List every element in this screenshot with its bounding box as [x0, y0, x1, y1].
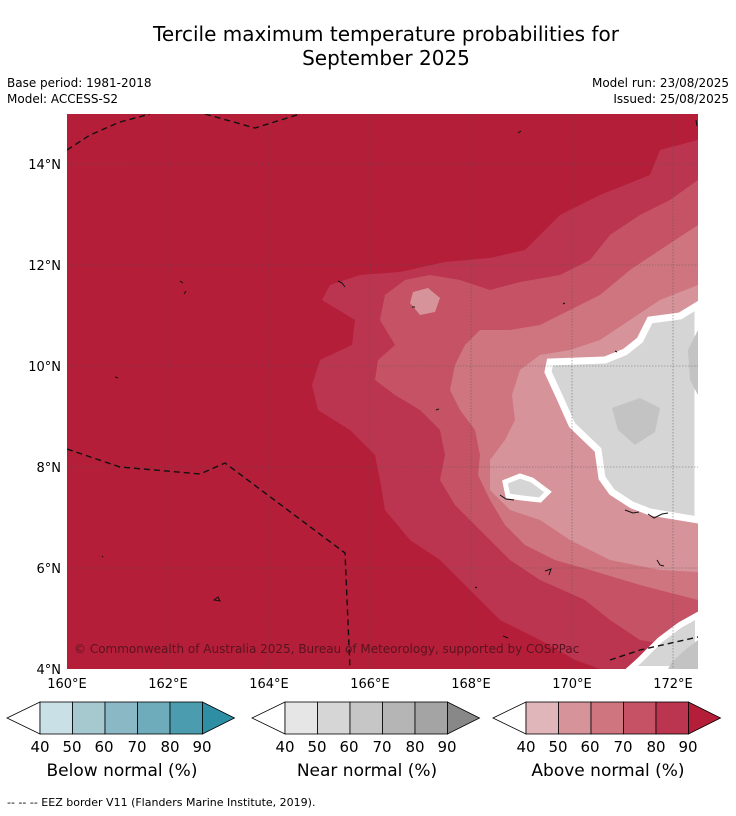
footnote: -- -- -- EEZ border V11 (Flanders Marine… — [7, 796, 316, 809]
tick-label: 60 — [580, 738, 600, 756]
colorbar-segment — [558, 701, 592, 735]
tick-label: 40 — [275, 738, 295, 756]
colorbar-max-extend — [202, 701, 236, 735]
tick-label: 60 — [94, 738, 114, 756]
colorbar-segment — [349, 701, 383, 735]
lon-label: 170°E — [552, 677, 592, 692]
legend-below-normal: 40 50 60 70 80 90 — [6, 698, 238, 760]
tick-label: 90 — [678, 738, 698, 756]
tick-label: 70 — [613, 738, 633, 756]
tick-label: 40 — [516, 738, 536, 756]
tick-label: 50 — [62, 738, 82, 756]
base-period: Base period: 1981-2018 — [7, 76, 152, 90]
colorbar-segment — [137, 701, 171, 735]
colorbar-segment — [104, 701, 138, 735]
lat-label: 4°N — [37, 663, 62, 678]
tick-label: 40 — [30, 738, 50, 756]
colorbar-segment — [39, 701, 73, 735]
colorbar-min-extend — [251, 701, 286, 735]
tick-label: 80 — [646, 738, 666, 756]
lat-label: 14°N — [28, 158, 61, 173]
meta-left: Base period: 1981-2018 Model: ACCESS-S2 — [7, 75, 152, 107]
copyright-text: © Commonwealth of Australia 2025, Bureau… — [74, 642, 579, 656]
lat-label: 12°N — [28, 259, 61, 274]
near-normal-darker — [612, 398, 660, 445]
tick-label: 50 — [307, 738, 327, 756]
legend-above-normal: 40 50 60 70 80 90 — [492, 698, 724, 760]
lat-label: 6°N — [37, 562, 62, 577]
below-normal-colorbar — [6, 701, 236, 735]
lon-label: 162°E — [148, 677, 188, 692]
latitude-labels: 14°N 12°N 10°N 8°N 6°N 4°N — [28, 158, 61, 678]
title-line-2: September 2025 — [302, 46, 470, 70]
colorbar-segment — [382, 701, 416, 735]
above-normal-ticks: 40 50 60 70 80 90 — [492, 738, 724, 760]
lon-label: 164°E — [249, 677, 289, 692]
colorbar-segment — [590, 701, 624, 735]
colorbar-segment — [284, 701, 318, 735]
lon-label: 172°E — [653, 677, 693, 692]
tick-label: 90 — [437, 738, 457, 756]
gridlines — [67, 114, 698, 669]
meta-right: Model run: 23/08/2025 Issued: 25/08/2025 — [592, 75, 729, 107]
issued-date: Issued: 25/08/2025 — [613, 92, 729, 106]
colorbar-min-extend — [492, 701, 527, 735]
below-normal-label: Below normal (%) — [46, 761, 198, 781]
lon-label: 166°E — [350, 677, 390, 692]
tick-label: 80 — [160, 738, 180, 756]
model-name: Model: ACCESS-S2 — [7, 92, 119, 106]
lon-label: 160°E — [47, 677, 87, 692]
tick-label: 80 — [405, 738, 425, 756]
colorbar-segment — [525, 701, 559, 735]
tick-label: 90 — [192, 738, 212, 756]
chart-title: Tercile maximum temperature probabilitie… — [0, 22, 736, 70]
colorbar-segment — [623, 701, 657, 735]
longitude-labels: 160°E 162°E 164°E 166°E 168°E 170°E 172°… — [47, 677, 693, 692]
colorbar-min-extend — [6, 701, 41, 735]
colorbar-segment — [317, 701, 351, 735]
tick-label: 70 — [127, 738, 147, 756]
near-normal-darker-edge — [688, 330, 698, 395]
near-normal-pocket — [502, 473, 552, 503]
colorbar-segment — [414, 701, 448, 735]
title-line-1: Tercile maximum temperature probabilitie… — [153, 22, 619, 46]
above-normal-colorbar — [492, 701, 722, 735]
tick-label: 60 — [339, 738, 359, 756]
lat-label: 10°N — [28, 360, 61, 375]
lon-label: 168°E — [451, 677, 491, 692]
legend-near-normal: 40 50 60 70 80 90 — [251, 698, 483, 760]
near-normal-colorbar — [251, 701, 481, 735]
islands — [101, 119, 698, 639]
colorbar-segment — [655, 701, 689, 735]
colorbar-segment — [72, 701, 106, 735]
below-normal-ticks: 40 50 60 70 80 90 — [6, 738, 238, 760]
map-field — [67, 114, 698, 669]
above-normal-label: Above normal (%) — [531, 761, 685, 781]
eez-borders — [67, 114, 698, 669]
near-normal-southeast-dark — [668, 640, 698, 669]
tick-label: 70 — [372, 738, 392, 756]
colorbar-max-extend — [688, 701, 722, 735]
lat-label: 8°N — [37, 461, 62, 476]
model-run: Model run: 23/08/2025 — [591, 76, 729, 90]
probability-map: © Commonwealth of Australia 2025, Bureau… — [28, 114, 698, 692]
warm-pocket-north — [410, 288, 440, 315]
near-normal-label: Near normal (%) — [296, 761, 438, 781]
colorbar-max-extend — [447, 701, 481, 735]
tick-label: 50 — [548, 738, 568, 756]
near-normal-ticks: 40 50 60 70 80 90 — [251, 738, 483, 760]
colorbar-segment — [169, 701, 203, 735]
